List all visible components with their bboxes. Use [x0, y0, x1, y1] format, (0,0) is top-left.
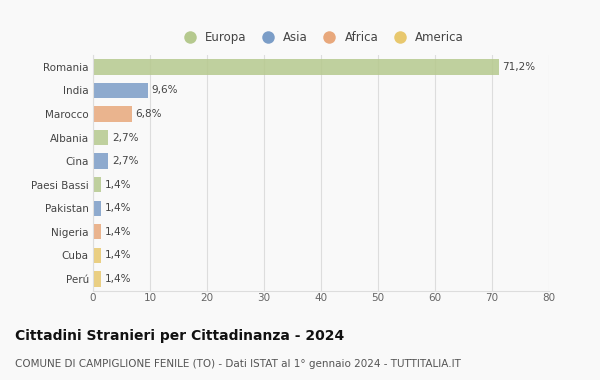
Text: Cittadini Stranieri per Cittadinanza - 2024: Cittadini Stranieri per Cittadinanza - 2…	[15, 329, 344, 343]
Bar	[93, 83, 148, 98]
Bar	[93, 106, 132, 122]
Legend: Europa, Asia, Africa, America: Europa, Asia, Africa, America	[178, 32, 464, 44]
Bar	[93, 224, 101, 239]
Text: 1,4%: 1,4%	[104, 203, 131, 213]
Text: COMUNE DI CAMPIGLIONE FENILE (TO) - Dati ISTAT al 1° gennaio 2024 - TUTTITALIA.I: COMUNE DI CAMPIGLIONE FENILE (TO) - Dati…	[15, 359, 461, 369]
Bar	[93, 248, 101, 263]
Text: 2,7%: 2,7%	[112, 133, 139, 142]
Text: 1,4%: 1,4%	[104, 250, 131, 260]
Bar	[93, 154, 109, 169]
Text: 1,4%: 1,4%	[104, 227, 131, 237]
Text: 1,4%: 1,4%	[104, 274, 131, 284]
Text: 6,8%: 6,8%	[135, 109, 161, 119]
Bar	[93, 130, 109, 145]
Text: 2,7%: 2,7%	[112, 156, 139, 166]
Bar	[93, 177, 101, 192]
Bar	[93, 59, 499, 74]
Text: 71,2%: 71,2%	[502, 62, 535, 72]
Text: 1,4%: 1,4%	[104, 180, 131, 190]
Text: 9,6%: 9,6%	[151, 86, 178, 95]
Bar	[93, 201, 101, 216]
Bar	[93, 271, 101, 287]
